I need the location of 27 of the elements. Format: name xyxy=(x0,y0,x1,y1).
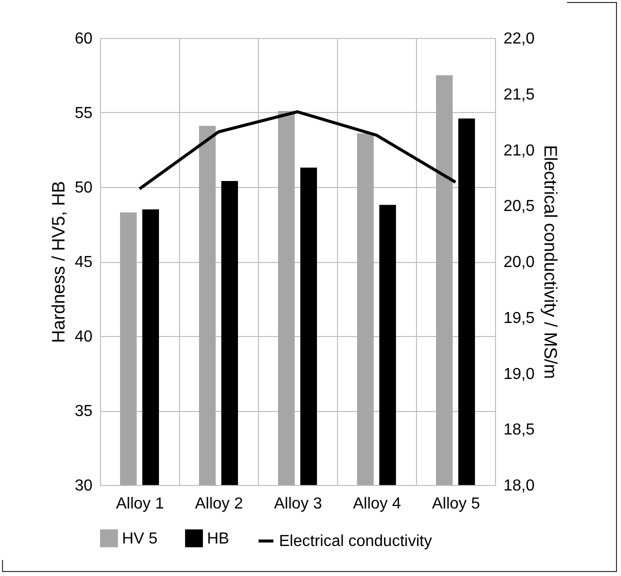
y2-tick-label: 22,0 xyxy=(504,30,535,48)
y-axis-title: Hardness / HV5, HB xyxy=(48,180,69,344)
y-tick-label: 60 xyxy=(74,30,93,48)
x-tick-label: Alloy 5 xyxy=(432,496,480,512)
y2-tick-label: 20,0 xyxy=(504,254,535,271)
legend-label: HV 5 xyxy=(122,530,158,548)
y-tick-label: 50 xyxy=(74,180,93,196)
x-tick-label: Alloy 3 xyxy=(274,496,322,512)
y2-tick-label: 19,5 xyxy=(504,310,535,327)
y2-tick-label: 18,5 xyxy=(504,422,535,439)
x-tick-label: Alloy 1 xyxy=(116,496,164,512)
y-tick-label: 35 xyxy=(74,403,93,420)
x-tick-label: Alloy 2 xyxy=(194,496,244,512)
y2-tick-label: 21,0 xyxy=(504,142,535,160)
y2-axis-title: Electrical conductivity / MS/m xyxy=(540,144,561,380)
y2-tick-label: 20,5 xyxy=(504,198,535,216)
y-tick-label: 40 xyxy=(74,328,93,346)
y-tick-label: 30 xyxy=(74,478,93,494)
x-tick-label: Alloy 4 xyxy=(352,496,402,512)
line-series xyxy=(138,110,457,190)
y2-tick-label: 21,5 xyxy=(504,86,535,104)
y2-tick-label: 18,0 xyxy=(504,478,535,494)
legend-label: Electrical conductivity xyxy=(279,533,432,550)
y-tick-label: 55 xyxy=(74,105,93,122)
y-tick-label: 45 xyxy=(74,254,93,271)
y2-tick-label: 19,0 xyxy=(504,366,535,383)
legend-label: HB xyxy=(207,530,230,548)
